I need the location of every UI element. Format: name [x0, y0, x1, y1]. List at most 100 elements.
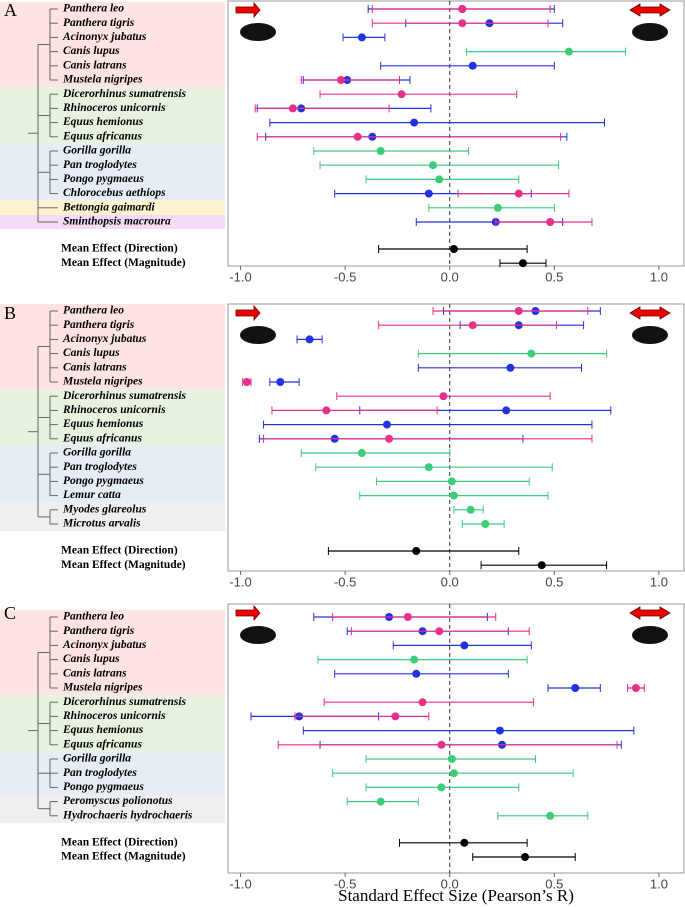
- arrow-icon: [629, 3, 671, 17]
- arrow-icon: [235, 1, 261, 19]
- point-estimate: [466, 505, 475, 514]
- point-estimate: [439, 392, 448, 401]
- point-estimate: [437, 783, 446, 792]
- species-label: Myodes glareolus: [62, 503, 147, 515]
- panel-label: B: [4, 303, 16, 323]
- clade-band: [0, 214, 225, 230]
- species-label: Equus africanus: [62, 432, 142, 444]
- point-estimate: [385, 434, 394, 443]
- point-estimate: [412, 547, 421, 555]
- point-estimate: [397, 90, 406, 99]
- point-estimate: [418, 698, 427, 707]
- point-estimate: [403, 613, 412, 621]
- point-estimate: [546, 218, 555, 226]
- species-label: Bettongia gaimardi: [62, 201, 155, 213]
- point-estimate: [424, 189, 433, 198]
- arrow-icon: [235, 604, 261, 622]
- skull-icon: [632, 23, 668, 41]
- species-label: Gorilla gorilla: [63, 753, 131, 765]
- point-estimate: [537, 561, 546, 570]
- point-estimate: [493, 203, 502, 212]
- arrow-icon: [235, 304, 261, 322]
- point-estimate: [449, 491, 458, 500]
- point-estimate: [435, 627, 444, 636]
- panel-label: C: [4, 603, 16, 623]
- species-label: Canis lupus: [63, 347, 120, 359]
- skull-icon: [240, 326, 276, 344]
- species-label: Panthera leo: [63, 611, 124, 623]
- x-axis-title: Standard Effect Size (Pearson’s R): [338, 886, 574, 905]
- x-tick-label: 0.5: [545, 269, 563, 284]
- point-estimate: [322, 406, 331, 415]
- point-estimate: [546, 811, 555, 820]
- skull-icon: [240, 626, 276, 644]
- species-label: Acinonyx jubatus: [62, 333, 147, 345]
- species-label: Canis lupus: [63, 653, 120, 665]
- species-label: Canis lupus: [63, 45, 120, 57]
- arrow-icon: [629, 306, 671, 320]
- species-label: Panthera leo: [63, 3, 124, 15]
- summary-label: Mean Effect (Direction): [61, 545, 178, 557]
- summary-label: Mean Effect (Direction): [61, 836, 178, 848]
- species-label: Dicerorhinus sumatrensis: [62, 696, 187, 708]
- x-tick-label: 1.0: [650, 574, 668, 589]
- point-estimate: [502, 406, 511, 415]
- species-label: Pan troglodytes: [63, 159, 137, 171]
- point-estimate: [336, 76, 345, 84]
- species-label: Rhinoceros unicornis: [62, 102, 166, 114]
- species-label: Pongo pygmaeus: [63, 475, 144, 487]
- species-label: Mustela nigripes: [62, 682, 143, 694]
- species-label: Microtus arvalis: [62, 518, 141, 530]
- species-label: Panthera tigris: [63, 625, 135, 637]
- species-label: Pan troglodytes: [63, 767, 137, 779]
- species-label: Canis latrans: [63, 667, 127, 679]
- species-label: Equus africanus: [62, 130, 142, 142]
- point-estimate: [481, 520, 490, 528]
- species-label: Mustela nigripes: [62, 376, 143, 388]
- species-label: Chlorocebus aethiops: [63, 187, 166, 199]
- point-estimate: [428, 161, 437, 170]
- species-label: Peromyscus polionotus: [63, 795, 173, 807]
- species-label: Pongo pygmaeus: [63, 173, 144, 185]
- species-label: Equus hemionus: [62, 116, 144, 128]
- species-label: Sminthopsis macroura: [63, 216, 171, 228]
- plot-area: [227, 0, 685, 267]
- point-estimate: [376, 147, 385, 155]
- plot-area: [227, 603, 685, 874]
- point-estimate: [447, 477, 456, 486]
- plot-area: [227, 303, 685, 572]
- summary-label: Mean Effect (Direction): [61, 243, 178, 255]
- x-tick-label: 1.0: [650, 269, 668, 284]
- species-label: Canis latrans: [63, 361, 127, 373]
- species-label: Acinonyx jubatus: [62, 31, 147, 43]
- point-estimate: [288, 104, 297, 113]
- species-label: Equus africanus: [62, 738, 142, 750]
- point-estimate: [460, 641, 469, 650]
- point-estimate: [460, 838, 469, 847]
- clade-band: [0, 200, 225, 215]
- summary-label: Mean Effect (Magnitude): [61, 851, 186, 863]
- point-estimate: [495, 726, 504, 735]
- point-estimate: [514, 307, 523, 315]
- species-label: Lemur catta: [62, 489, 121, 501]
- species-label: Panthera tigris: [63, 319, 135, 331]
- species-label: Acinonyx jubatus: [62, 639, 147, 651]
- point-estimate: [527, 349, 536, 358]
- species-label: Pan troglodytes: [63, 461, 137, 473]
- species-label: Gorilla gorilla: [63, 145, 131, 157]
- point-estimate: [468, 321, 477, 330]
- skull-icon: [240, 23, 276, 41]
- point-estimate: [412, 669, 421, 678]
- skull-icon: [632, 626, 668, 644]
- x-tick-label: 0.0: [441, 876, 459, 891]
- point-estimate: [437, 740, 446, 749]
- summary-label: Mean Effect (Magnitude): [61, 257, 186, 269]
- x-tick-label: 0.0: [441, 574, 459, 589]
- species-label: Rhinoceros unicornis: [62, 710, 166, 722]
- point-estimate: [447, 755, 456, 763]
- point-estimate: [376, 797, 385, 806]
- skull-icon: [632, 326, 668, 344]
- point-estimate: [458, 5, 467, 13]
- species-label: Mustela nigripes: [62, 74, 143, 86]
